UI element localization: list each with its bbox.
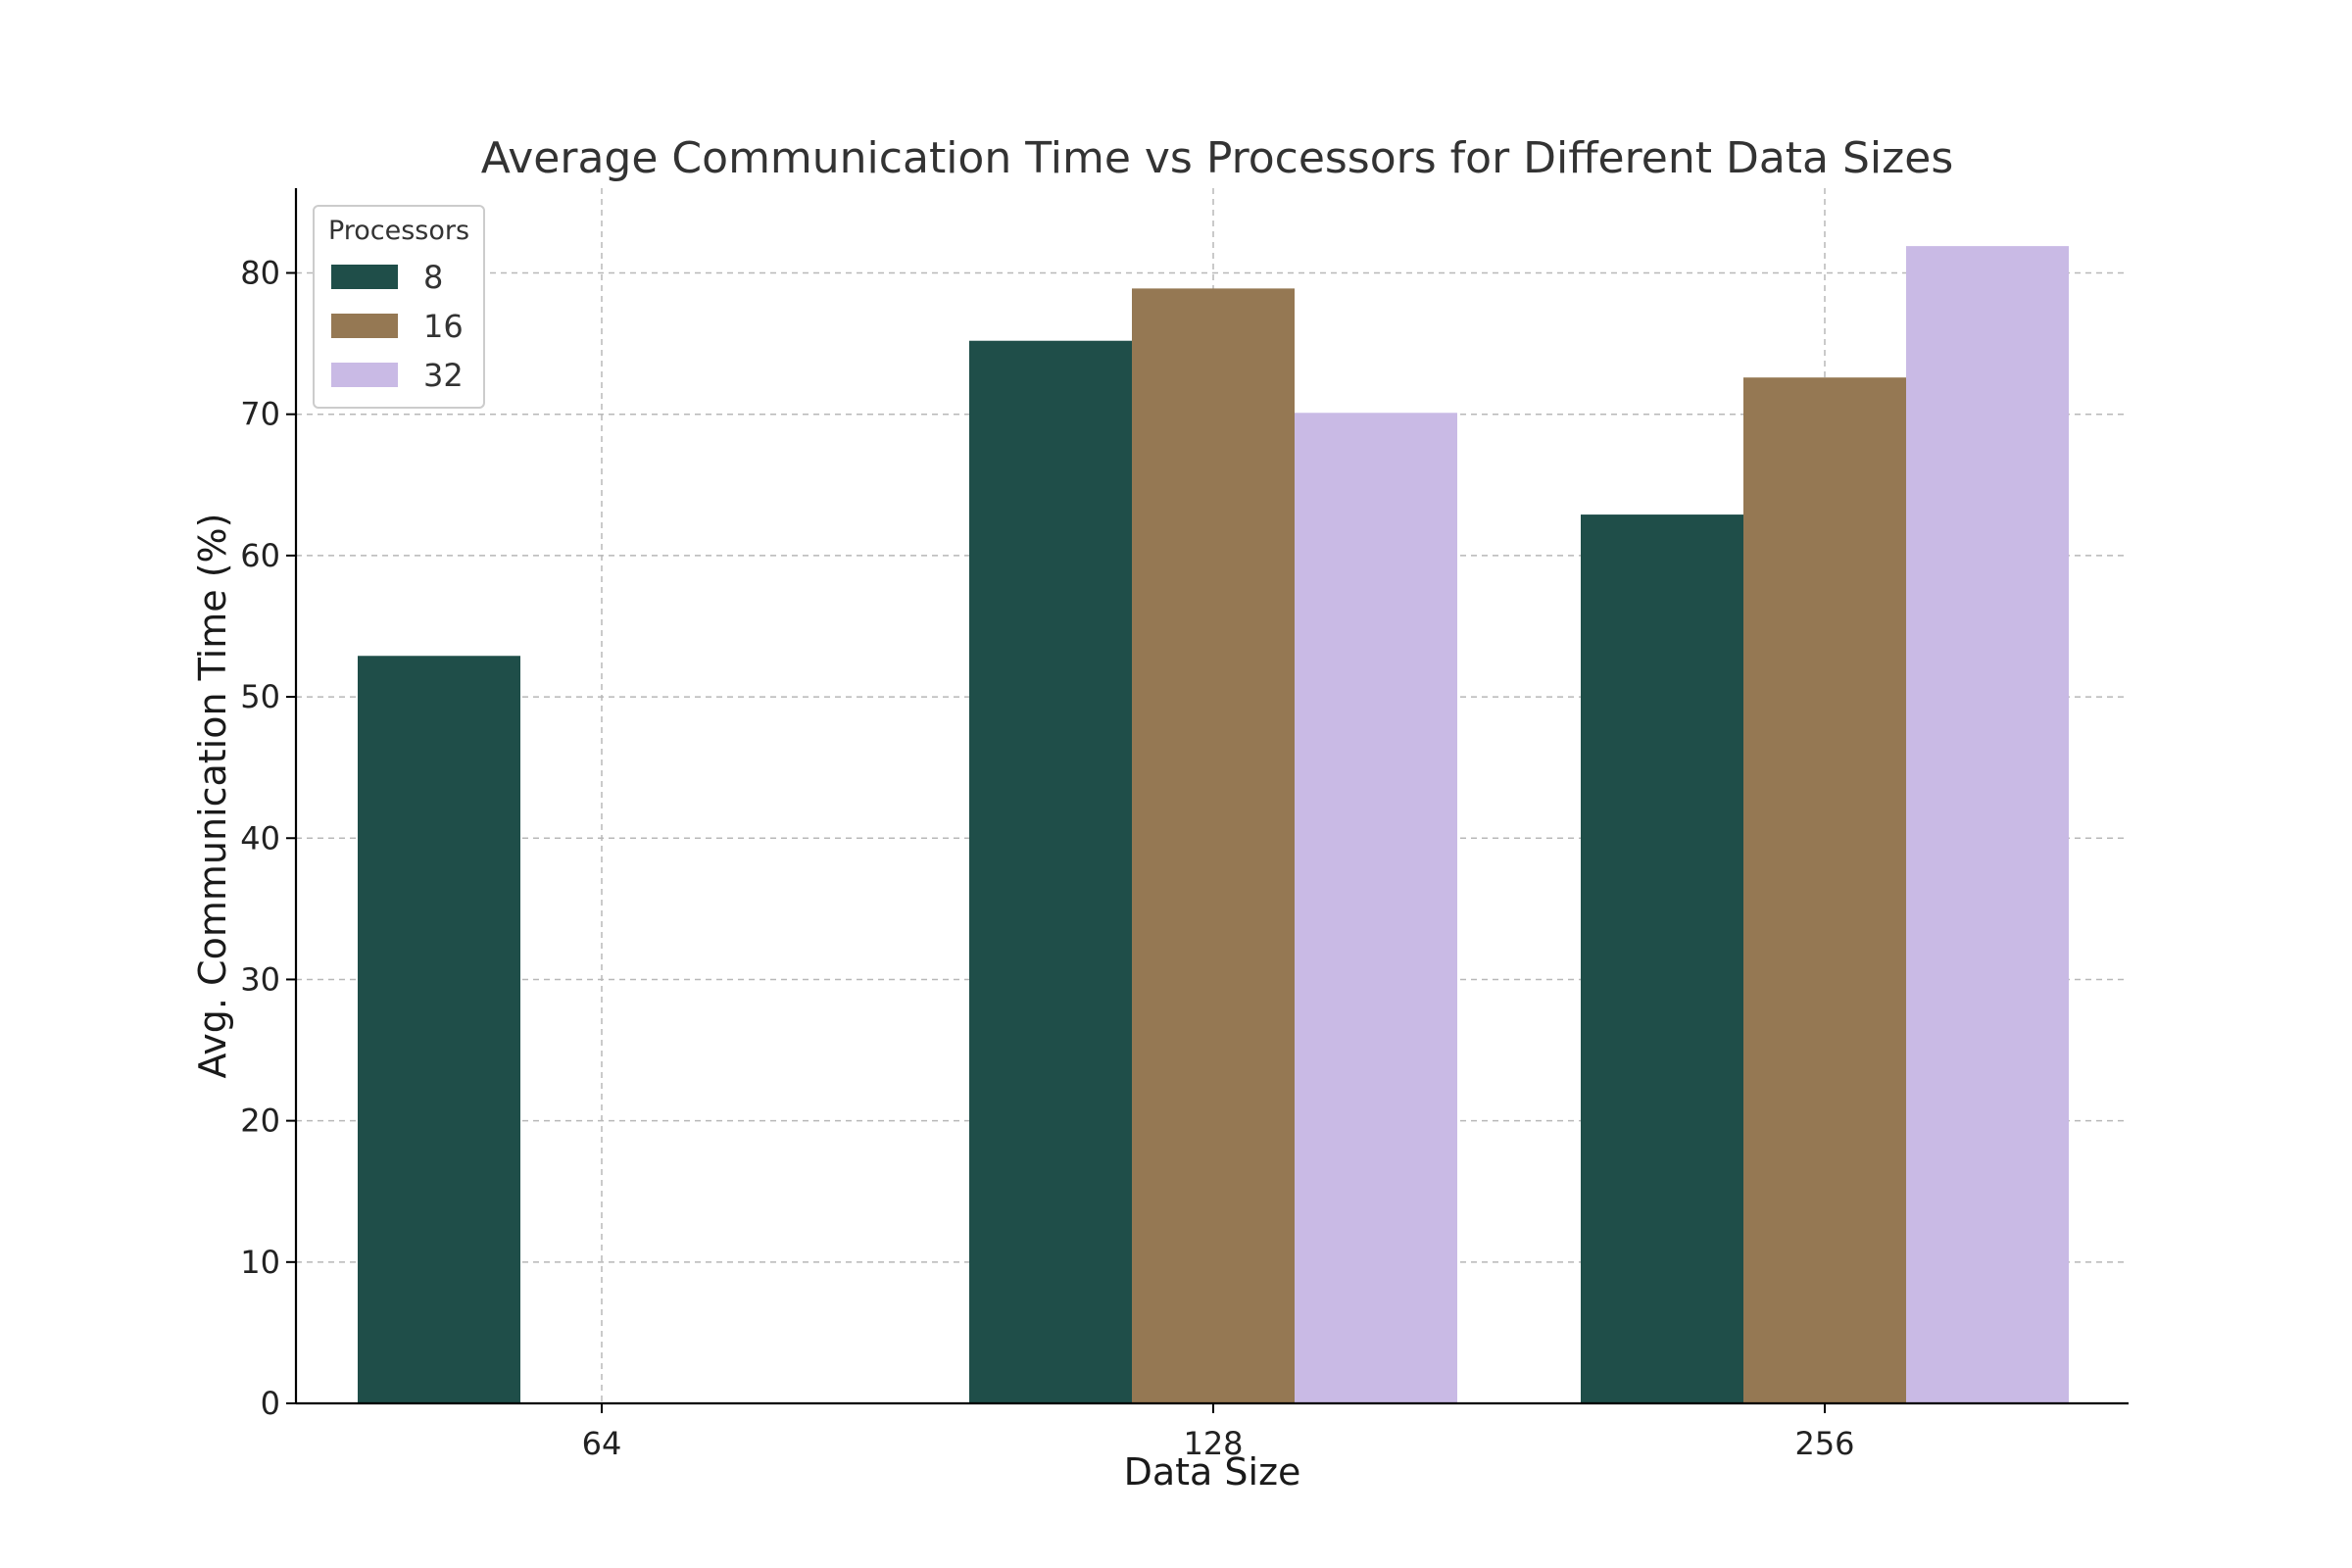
legend-swatch-32 — [331, 363, 398, 387]
legend-swatch-8 — [331, 265, 398, 289]
bar-32-128 — [1295, 413, 1457, 1403]
y-tick-label: 40 — [240, 819, 280, 857]
legend: Processors 8 16 32 — [313, 205, 485, 409]
y-tick-label: 0 — [261, 1385, 280, 1422]
bar-8-128 — [969, 340, 1132, 1403]
legend-label-16: 16 — [423, 308, 464, 345]
bar-16-256 — [1743, 377, 1906, 1404]
y-tick-label: 70 — [240, 396, 280, 433]
x-tick-label: 64 — [582, 1425, 622, 1462]
bars — [358, 246, 2069, 1404]
legend-label-8: 8 — [423, 259, 443, 296]
legend-swatch-16 — [331, 314, 398, 338]
legend-label-32: 32 — [423, 357, 464, 394]
x-tick-label: 128 — [1183, 1425, 1243, 1462]
legend-box — [313, 205, 485, 409]
x-axis-label: Data Size — [1124, 1450, 1301, 1494]
x-axis-ticks: 64 128 256 — [582, 1403, 1855, 1462]
y-tick-label: 20 — [240, 1102, 280, 1140]
y-tick-label: 10 — [240, 1244, 280, 1281]
legend-items: 8 16 32 — [331, 259, 464, 394]
y-axis-ticks: 0 10 20 30 40 50 60 70 80 — [240, 255, 296, 1422]
bar-16-128 — [1132, 288, 1295, 1404]
y-tick-label: 30 — [240, 960, 280, 998]
x-tick-label: 256 — [1794, 1425, 1854, 1462]
chart-title: Average Communication Time vs Processors… — [481, 133, 1954, 183]
y-axis-label: Avg. Communication Time (%) — [191, 514, 234, 1079]
bar-32-256 — [1906, 246, 2069, 1404]
y-tick-label: 60 — [240, 537, 280, 574]
y-tick-label: 50 — [240, 678, 280, 715]
bar-8-256 — [1581, 514, 1743, 1403]
y-tick-label: 80 — [240, 255, 280, 292]
bar-8-64 — [358, 656, 520, 1403]
legend-title: Processors — [328, 216, 469, 246]
